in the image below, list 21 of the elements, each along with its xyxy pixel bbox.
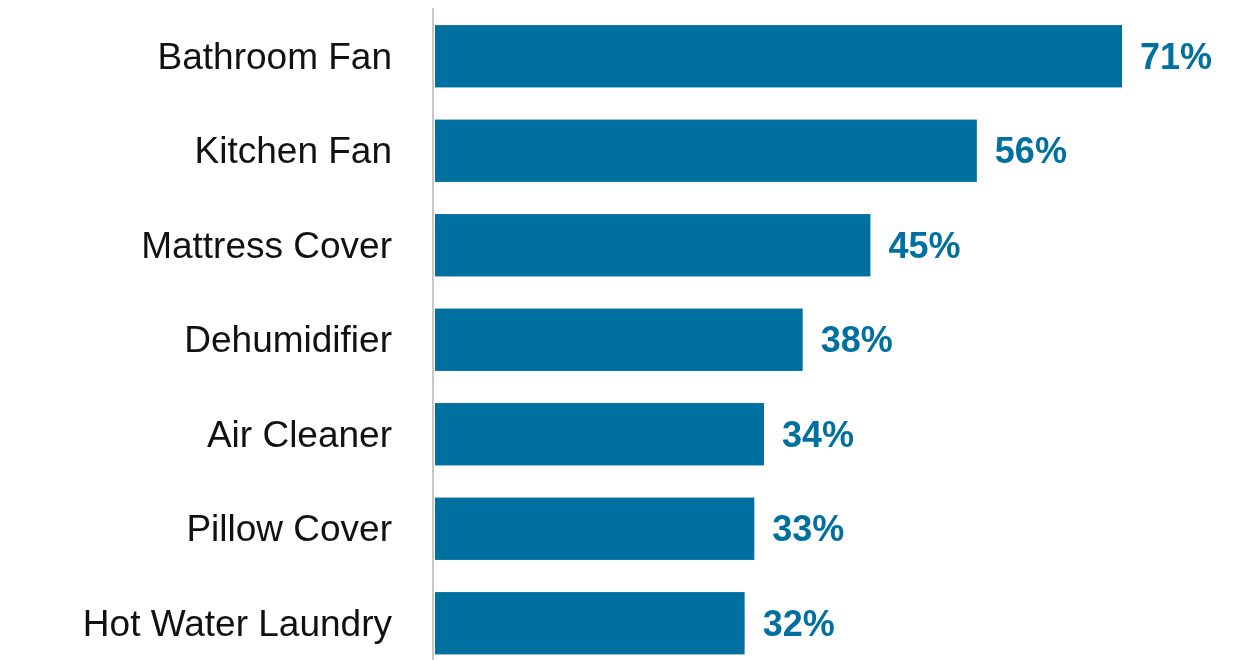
data-label: 38% [820,319,893,361]
data-label: 45% [888,224,961,266]
y-tick-label: Pillow Cover [186,508,392,550]
bar [435,119,977,182]
y-tick-label: Air Cleaner [206,413,392,455]
data-label: 32% [762,602,835,644]
bar [435,403,764,466]
y-tick-label: Hot Water Laundry [82,602,393,644]
y-tick-label: Bathroom Fan [157,35,392,77]
bar [435,25,1122,88]
data-label: 71% [1140,35,1213,77]
bar [435,214,871,277]
y-tick-label: Kitchen Fan [194,130,392,172]
bar [435,308,803,371]
data-label: 33% [772,508,845,550]
bar [435,497,755,560]
y-tick-label: Dehumidifier [184,319,392,361]
data-label: 34% [781,413,855,455]
data-label: 56% [994,130,1067,172]
y-tick-label: Mattress Cover [141,224,392,266]
bar [435,592,745,655]
